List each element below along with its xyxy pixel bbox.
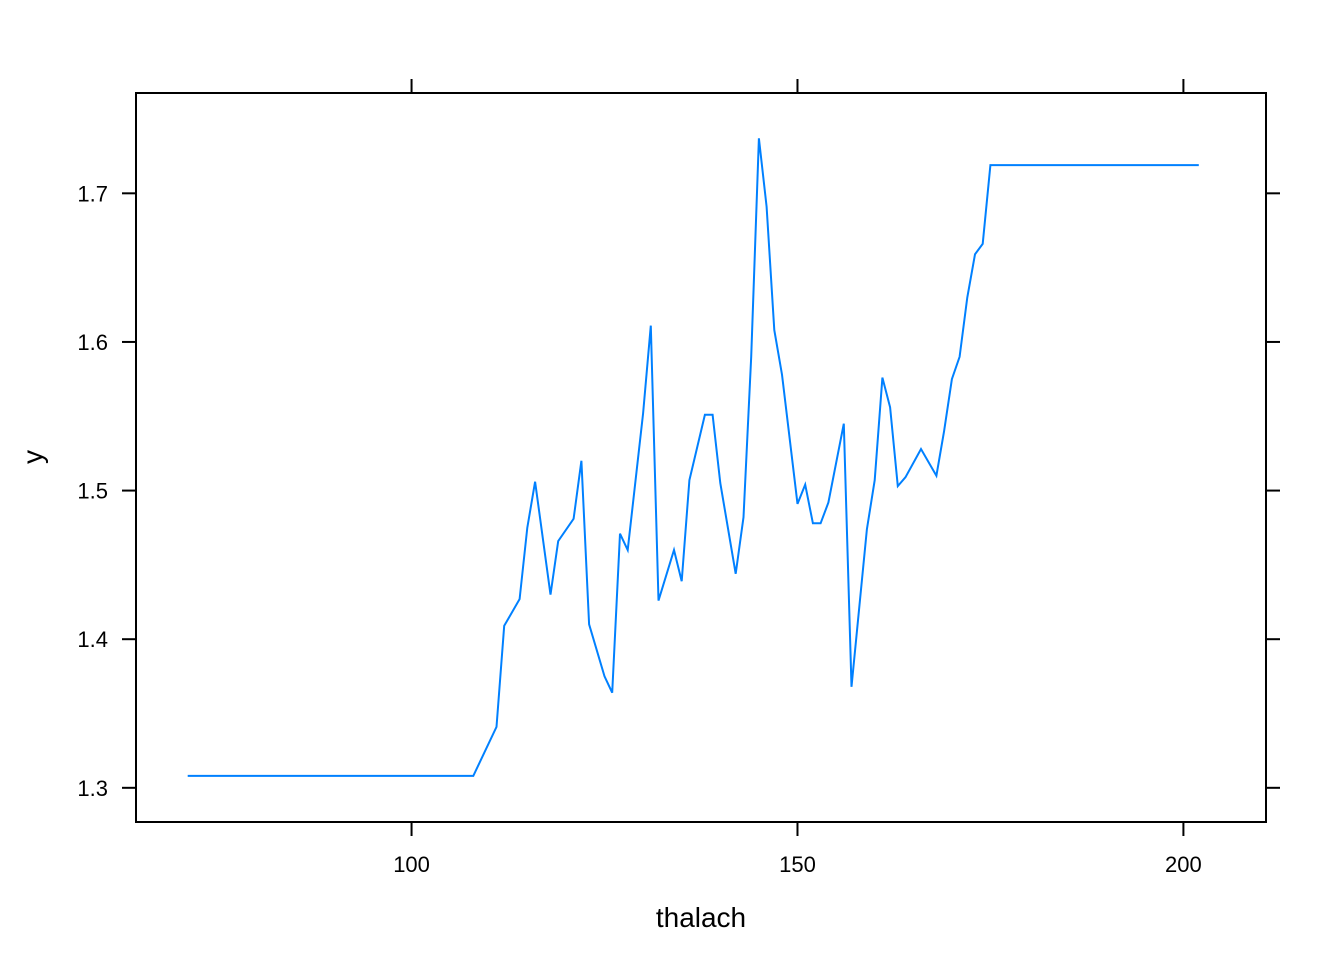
y-tick-label: 1.6 (77, 330, 108, 355)
x-tick-label: 150 (779, 852, 816, 877)
plot-frame (135, 92, 1267, 823)
y-axis-label: y (17, 450, 48, 464)
data-points (188, 138, 1199, 776)
y-tick-label: 1.4 (77, 627, 108, 652)
x-axis: 100 150 200 (393, 79, 1202, 877)
x-axis-label: thalach (656, 902, 746, 933)
data-line (187, 138, 1199, 777)
y-tick-label: 1.5 (77, 479, 108, 504)
x-tick-label: 200 (1165, 852, 1202, 877)
y-tick-label: 1.3 (77, 776, 108, 801)
y-axis: 1.3 1.4 1.5 1.6 1.7 (77, 181, 1280, 801)
y-tick-label: 1.7 (77, 181, 108, 206)
x-tick-label: 100 (393, 852, 430, 877)
